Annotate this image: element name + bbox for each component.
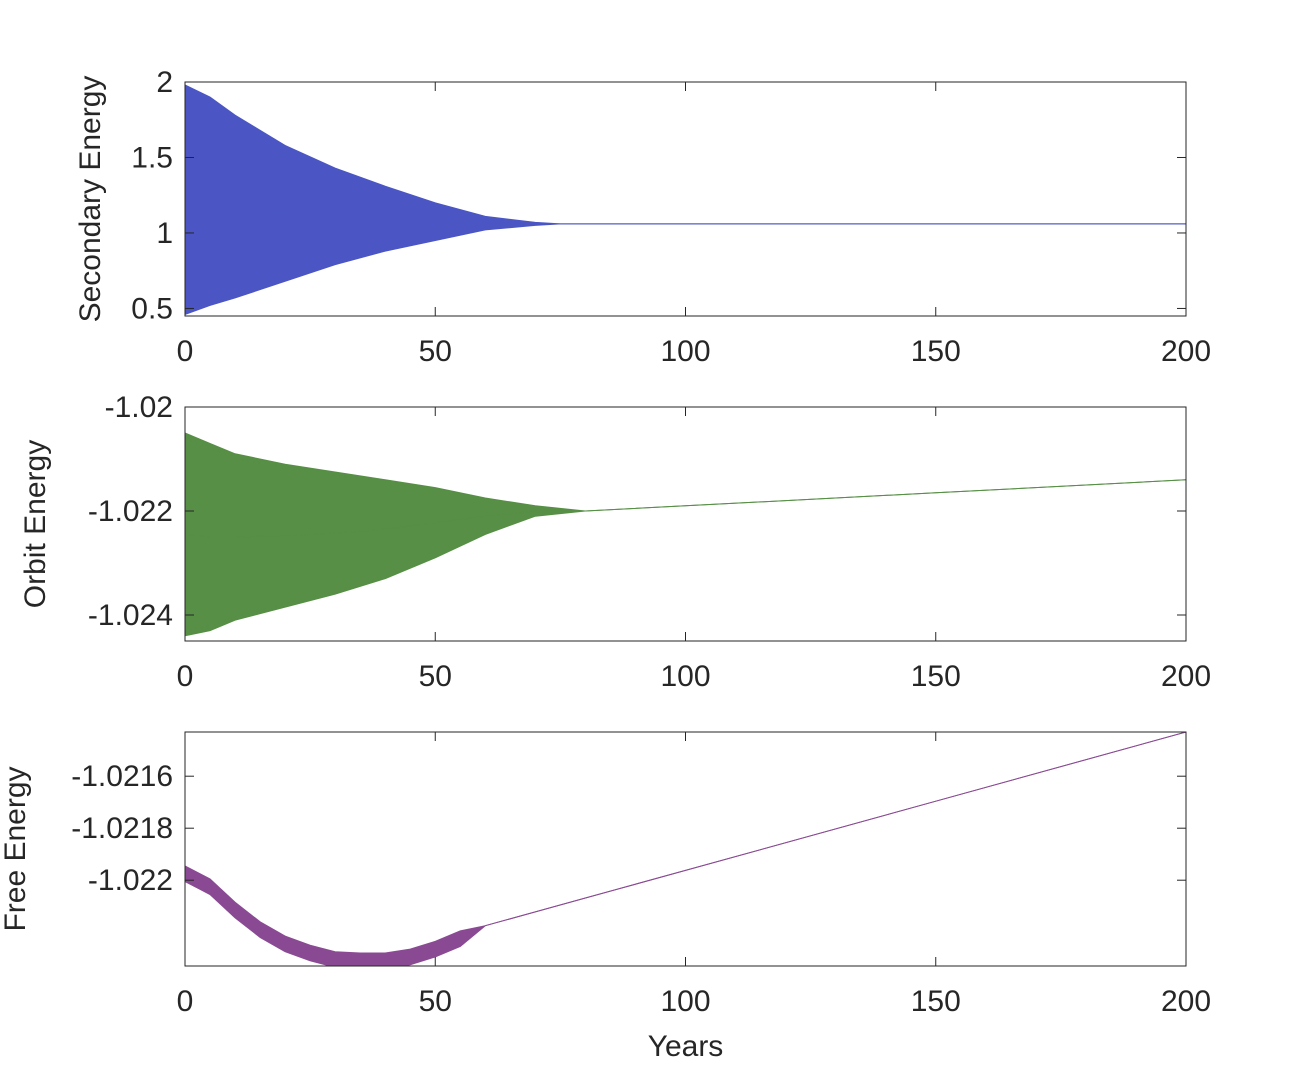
axes-box bbox=[184, 731, 1187, 967]
series-line bbox=[185, 732, 1186, 962]
y-tick-label: 1.5 bbox=[131, 141, 173, 174]
y-tick-label: -1.024 bbox=[88, 599, 173, 632]
y-tick-label: -1.02 bbox=[105, 391, 173, 424]
chart-panel-2: 0 50 100 150 200 -1.024 -1.022 -1.02 Orbit Energ… bbox=[19, 391, 1211, 693]
x-tick-label: 200 bbox=[1161, 985, 1211, 1018]
x-tick-label: 150 bbox=[911, 335, 961, 368]
y-tick-label: -1.0218 bbox=[71, 812, 173, 845]
x-tick-label: 100 bbox=[660, 985, 710, 1018]
x-tick-label: 0 bbox=[177, 985, 194, 1018]
x-tick-label: 150 bbox=[911, 660, 961, 693]
x-tick-label: 50 bbox=[419, 985, 452, 1018]
series-band bbox=[185, 732, 1186, 966]
y-axis-label: Orbit Energy bbox=[19, 440, 52, 608]
y-axis-label: Free Energy bbox=[0, 766, 32, 931]
series-group bbox=[185, 84, 1186, 316]
y-tick-label: 0.5 bbox=[131, 292, 173, 325]
y-axis-label: Secondary Energy bbox=[74, 76, 107, 323]
x-tick-label: 100 bbox=[660, 335, 710, 368]
x-tick-label: 200 bbox=[1161, 335, 1211, 368]
series-line bbox=[185, 479, 1186, 538]
x-tick-label: 0 bbox=[177, 660, 194, 693]
y-tick-label: -1.022 bbox=[88, 495, 173, 528]
x-axis-label: Years bbox=[648, 1030, 724, 1063]
y-tick-label: 1 bbox=[156, 217, 173, 250]
chart-panel-1: 0 50 100 150 200 0.5 1 1.5 2 Secondary Energy bbox=[74, 66, 1211, 368]
y-tick-label: -1.0216 bbox=[71, 760, 173, 793]
series-oscillation bbox=[185, 86, 560, 314]
series-group bbox=[185, 432, 1186, 637]
chart-panel-3: 0 50 100 150 200 -1.022 -1.0218 -1.0216 Free Ene… bbox=[0, 731, 1211, 1063]
y-tick-label: -1.022 bbox=[88, 864, 173, 897]
x-tick-label: 200 bbox=[1161, 660, 1211, 693]
x-tick-label: 50 bbox=[419, 335, 452, 368]
y-tick-label: 2 bbox=[156, 66, 173, 99]
series-oscillation bbox=[185, 434, 586, 636]
series-group bbox=[185, 732, 1186, 966]
series-line bbox=[185, 199, 1186, 225]
x-tick-label: 0 bbox=[177, 335, 194, 368]
x-tick-label: 100 bbox=[660, 660, 710, 693]
x-tick-label: 150 bbox=[911, 985, 961, 1018]
x-tick-label: 50 bbox=[419, 660, 452, 693]
